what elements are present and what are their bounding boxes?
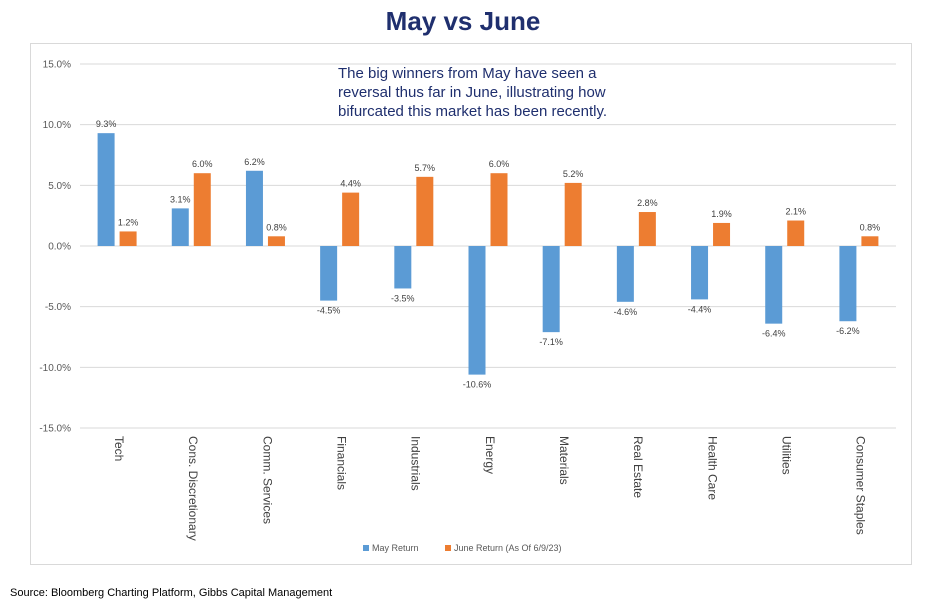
- category-label: Utilities: [780, 436, 794, 475]
- y-tick-label: -10.0%: [39, 363, 71, 374]
- may-bar: [691, 246, 709, 300]
- data-label: 0.8%: [266, 222, 287, 232]
- june-bar: [267, 236, 285, 246]
- data-labels: 9.3% 1.2% 3.1% 6.0% 6.2% 0.8% -4.5% 4.4% -3.5% 5.…: [96, 119, 880, 389]
- legend-swatch: [445, 545, 451, 551]
- may-bar: [542, 246, 560, 333]
- legend: May Return June Return (As Of 6/9/23): [363, 543, 562, 553]
- category-labels: Tech Cons. Discretionary Comm. Services Fin…: [112, 436, 868, 541]
- y-tick-label: -5.0%: [45, 302, 71, 313]
- legend-label: May Return: [372, 543, 419, 553]
- category-label: Health Care: [705, 436, 719, 500]
- june-bar: [416, 176, 434, 246]
- y-tick-label: 0.0%: [48, 242, 71, 253]
- june-bar: [787, 220, 805, 246]
- gridlines: [80, 63, 896, 429]
- may-bar: [171, 208, 189, 246]
- june-bar: [342, 192, 360, 246]
- data-label: -4.5%: [317, 306, 341, 316]
- category-label: Tech: [112, 436, 126, 461]
- data-label: 1.9%: [711, 209, 732, 219]
- may-bar: [839, 246, 857, 322]
- june-bar: [193, 173, 211, 246]
- june-bar: [713, 222, 731, 246]
- data-label: -7.1%: [539, 337, 563, 347]
- data-label: 3.1%: [170, 194, 191, 204]
- legend-label: June Return (As Of 6/9/23): [454, 543, 562, 553]
- data-label: -4.6%: [614, 307, 638, 317]
- data-label: 1.2%: [118, 217, 139, 227]
- june-bar: [490, 173, 508, 246]
- june-bar: [119, 231, 137, 246]
- source-note: Source: Bloomberg Charting Platform, Gib…: [10, 587, 333, 599]
- data-label: 2.1%: [785, 207, 806, 217]
- data-label: 5.2%: [563, 169, 584, 179]
- category-label: Materials: [557, 436, 571, 485]
- data-label: 6.0%: [489, 159, 510, 169]
- y-axis-ticks: 15.0% 10.0% 5.0% 0.0% -5.0% -10.0% -15.0%: [39, 60, 71, 435]
- data-label: -4.4%: [688, 304, 712, 314]
- category-label: Energy: [483, 436, 497, 474]
- chart-area: [30, 43, 912, 565]
- may-bar: [765, 246, 783, 324]
- bars: [97, 133, 879, 375]
- may-bar: [245, 170, 263, 246]
- y-tick-label: -15.0%: [39, 424, 71, 435]
- category-label: Cons. Discretionary: [186, 436, 200, 541]
- may-bar: [468, 246, 486, 375]
- chart-annotation: The big winners from May have seen a rev…: [338, 65, 608, 120]
- data-label: 5.7%: [415, 163, 436, 173]
- legend-swatch: [363, 545, 369, 551]
- data-label: -3.5%: [391, 293, 415, 303]
- june-bar: [564, 182, 582, 246]
- chart-title: May vs June: [385, 6, 541, 36]
- category-label: Financials: [334, 436, 348, 490]
- may-bar: [616, 246, 634, 302]
- may-bar: [394, 246, 412, 289]
- data-label: 6.2%: [244, 157, 265, 167]
- data-label: 6.0%: [192, 159, 213, 169]
- y-tick-label: 10.0%: [43, 120, 71, 131]
- y-tick-label: 5.0%: [48, 181, 71, 192]
- june-bar: [638, 212, 656, 246]
- y-tick-label: 15.0%: [43, 60, 71, 71]
- data-label: 4.4%: [340, 179, 361, 189]
- data-label: -10.6%: [463, 380, 492, 390]
- june-bar: [861, 236, 879, 246]
- category-label: Industrials: [409, 436, 423, 491]
- category-label: Real Estate: [631, 436, 645, 498]
- may-bar: [320, 246, 338, 301]
- category-label: Comm. Services: [260, 436, 274, 524]
- data-label: -6.2%: [836, 326, 860, 336]
- data-label: 0.8%: [860, 222, 881, 232]
- may-bar: [97, 133, 115, 246]
- data-label: -6.4%: [762, 329, 786, 339]
- data-label: 9.3%: [96, 119, 117, 129]
- category-label: Consumer Staples: [854, 436, 868, 535]
- data-label: 2.8%: [637, 198, 658, 208]
